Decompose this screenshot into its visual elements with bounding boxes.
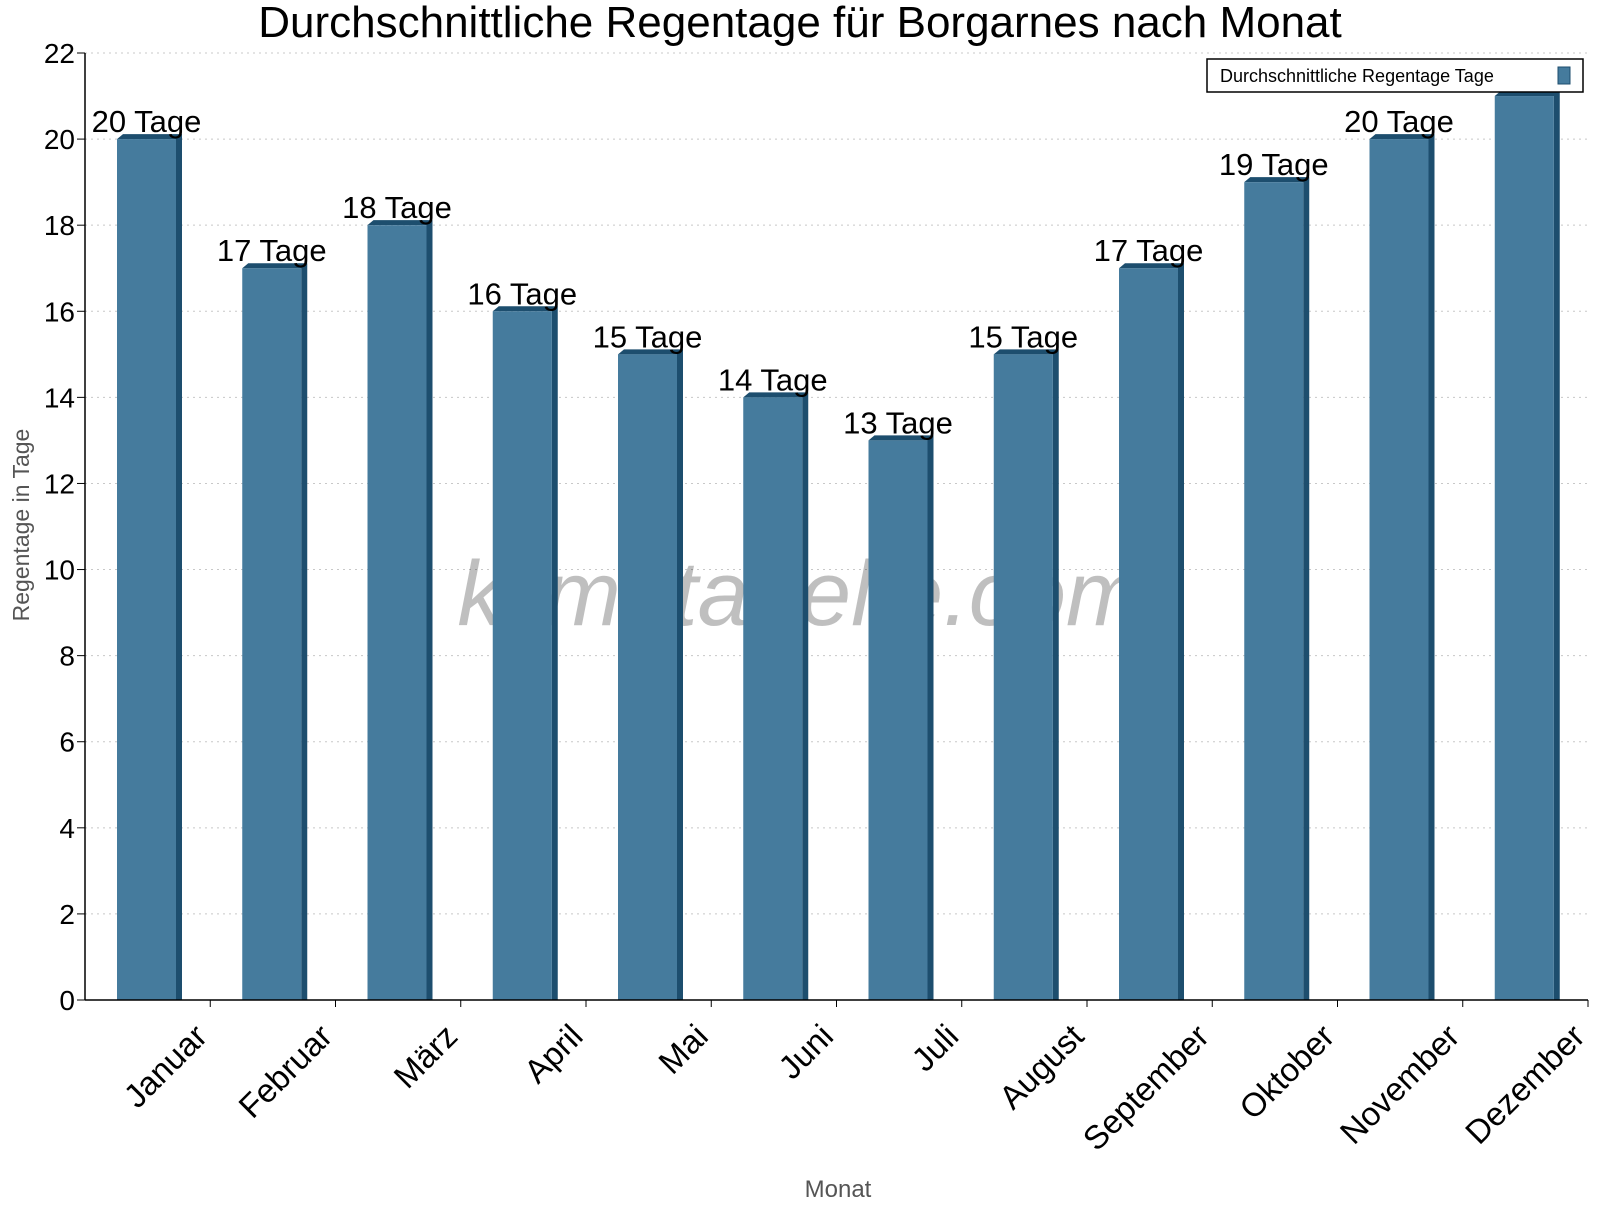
bar (1244, 182, 1304, 1001)
x-axis-label: Monat (805, 1176, 872, 1200)
data-label: 15 Tage (968, 319, 1078, 354)
y-tick-label: 10 (44, 555, 75, 586)
chart-title: Durchschnittliche Regentage für Borgarne… (258, 0, 1342, 47)
y-tick-label: 4 (59, 813, 75, 844)
bars: 20 Tage 17 Tage 18 Tage 16 Tage 15 Tage 14 Ta… (92, 91, 1560, 1001)
bar (1494, 96, 1554, 1000)
y-tick-label: 18 (44, 210, 75, 241)
data-label: 17 Tage (1094, 233, 1204, 268)
y-tick-label: 6 (59, 727, 75, 758)
data-label: 14 Tage (718, 362, 828, 397)
bar (492, 311, 552, 1001)
y-tick-label: 2 (59, 899, 75, 930)
y-tick-label: 8 (59, 641, 75, 672)
bar (117, 139, 176, 1000)
legend-box (1206, 58, 1584, 93)
x-tick-label: Juni (771, 1017, 840, 1086)
x-tick-label: Oktober (1232, 1017, 1341, 1126)
bar (367, 225, 427, 1000)
x-tick-label: April (517, 1017, 590, 1090)
bar (1369, 139, 1429, 1000)
data-label: 18 Tage (342, 190, 452, 225)
x-tick-label: Dezember (1458, 1017, 1592, 1151)
x-tick-label: September (1076, 1017, 1216, 1157)
grid (85, 52, 1588, 915)
x-tick-label: Februar (231, 1017, 339, 1125)
y-tick-label: 14 (44, 382, 75, 413)
y-tick-label: 12 (44, 468, 75, 499)
x-tick-label: Januar (116, 1017, 214, 1115)
data-label: 13 Tage (843, 405, 953, 440)
x-tick-label: Juli (904, 1017, 965, 1078)
data-label: 19 Tage (1219, 147, 1329, 182)
x-tick-label: März (386, 1017, 464, 1095)
bar (993, 354, 1053, 1000)
x-tick-label: November (1333, 1017, 1467, 1151)
legend-label: Durchschnittliche Regentage Tage (1220, 66, 1494, 86)
y-tick-label: 16 (44, 296, 75, 327)
y-tick-label: 0 (59, 985, 75, 1016)
x-tick-label: Mai (651, 1017, 715, 1081)
data-label: 20 Tage (92, 104, 202, 139)
legend: Durchschnittliche Regentage Tage (1206, 58, 1584, 93)
legend-swatch (1557, 66, 1571, 85)
data-label: 20 Tage (1344, 104, 1454, 139)
y-tick-label: 22 (44, 38, 75, 69)
bar (743, 397, 803, 1000)
bar (868, 440, 928, 1001)
x-tick-label: August (992, 1017, 1091, 1116)
data-label: 17 Tage (217, 233, 327, 268)
bar (618, 354, 677, 1000)
y-tick-label: 20 (44, 124, 75, 155)
data-label: 15 Tage (593, 319, 703, 354)
data-label: 16 Tage (467, 276, 577, 311)
bar (242, 268, 302, 1000)
y-axis-label: Regentage in Tage (8, 429, 34, 622)
bar (1119, 268, 1178, 1000)
